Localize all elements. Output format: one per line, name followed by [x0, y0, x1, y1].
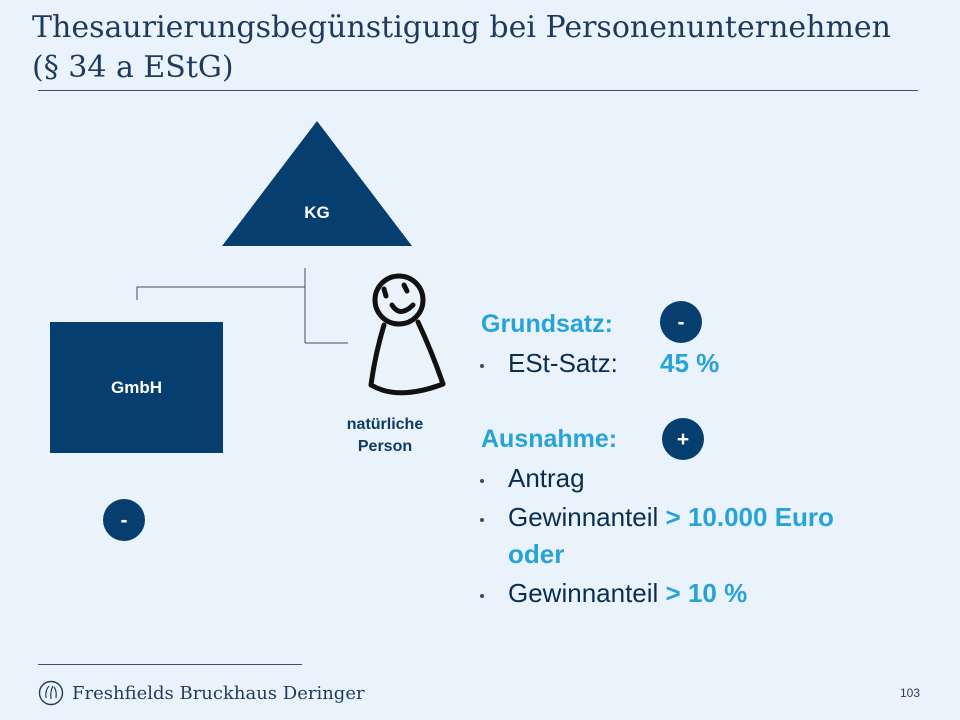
page-title-line-2: (§ 34 a EStG): [32, 50, 234, 85]
gewinnanteil-euro-value: > 10.000 Euro: [665, 502, 834, 532]
gewinnanteil-euro-label: Gewinnanteil: [508, 502, 666, 532]
gmbh-box: GmbH: [50, 322, 223, 453]
grundsatz-title: Grundsatz:: [481, 310, 613, 338]
person-label-line-1: natürliche: [346, 416, 424, 433]
gmbh-label: GmbH: [111, 377, 162, 397]
antrag-label: Antrag: [508, 463, 585, 493]
grundsatz-minus-badge: -: [660, 301, 702, 343]
kg-triangle: [222, 121, 412, 246]
kg-label: KG: [304, 203, 330, 222]
footer-divider: [38, 664, 302, 665]
gmbh-minus-badge: -: [103, 499, 145, 541]
stick-figure-icon: [368, 273, 446, 396]
bullet-dot: [480, 518, 484, 522]
company-logo-text: Freshfields Bruckhaus Deringer: [72, 683, 365, 704]
freshfields-logo-icon: [38, 680, 64, 706]
est-rate-label: ESt-Satz:: [508, 348, 618, 378]
est-rate-value: 45 %: [660, 348, 720, 378]
gewinnanteil-euro-text: Gewinnanteil > 10.000 Euro: [508, 502, 834, 533]
oder-label: oder: [508, 539, 565, 569]
ausnahme-plus-badge: +: [662, 418, 704, 460]
bullet-dot: [480, 594, 484, 598]
gewinnanteil-percent-text: Gewinnanteil > 10 %: [508, 578, 747, 609]
gewinnanteil-percent-label: Gewinnanteil: [508, 578, 666, 608]
page-title-line-1: Thesaurierungsbegünstigung bei Personenu…: [32, 10, 891, 45]
person-label-line-2: Person: [357, 438, 413, 455]
ausnahme-title: Ausnahme:: [481, 425, 618, 453]
page-number: 103: [899, 686, 920, 700]
title-divider: [38, 90, 918, 91]
bullet-dot: [480, 364, 484, 368]
connector-to-gmbh: [136, 286, 305, 300]
gewinnanteil-percent-value: > 10 %: [665, 578, 748, 608]
page-title: Thesaurierungsbegünstigung bei Personenu…: [32, 8, 932, 88]
person-label: natürliche Person: [320, 414, 450, 458]
bullet-dot: [480, 479, 484, 483]
